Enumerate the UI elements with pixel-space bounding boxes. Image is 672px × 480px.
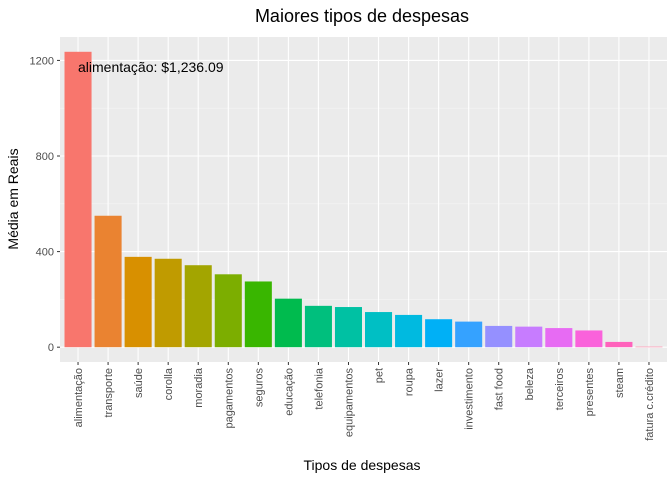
chart-title: Maiores tipos de despesas xyxy=(255,6,469,26)
bar-9 xyxy=(304,305,332,348)
x-tick-label: steam xyxy=(614,368,626,398)
bar-2 xyxy=(94,215,122,348)
bar-6 xyxy=(214,274,242,348)
bar-11 xyxy=(365,312,393,348)
bar-annotation: alimentação: $1,236.09 xyxy=(78,59,224,75)
y-tick-label: 1200 xyxy=(30,55,54,67)
bars-group xyxy=(64,51,663,348)
bar-5 xyxy=(184,265,212,348)
x-tick-label: telefonia xyxy=(313,367,325,409)
x-tick-label: fast food xyxy=(494,368,506,410)
bar-8 xyxy=(274,298,302,348)
x-tick-label: moradia xyxy=(193,367,205,408)
x-tick-label: educação xyxy=(283,368,295,416)
bar-16 xyxy=(515,326,543,348)
bar-13 xyxy=(425,319,453,348)
x-tick-label: lazer xyxy=(434,368,446,392)
bar-1 xyxy=(64,51,92,348)
x-tick-label: seguros xyxy=(253,368,265,408)
x-tick-label: beleza xyxy=(524,367,536,400)
x-tick-label: roupa xyxy=(404,367,416,396)
bar-17 xyxy=(545,328,573,348)
x-tick-label: alimentação xyxy=(73,368,85,427)
bar-4 xyxy=(154,258,182,348)
x-tick-label: equipamentos xyxy=(343,368,355,438)
x-tick-label: fatura c.crédito xyxy=(644,368,656,441)
y-tick-label: 800 xyxy=(36,151,54,163)
bar-15 xyxy=(485,325,513,348)
x-tick-label: pagamentos xyxy=(223,368,235,429)
y-tick-label: 0 xyxy=(48,342,54,354)
x-axis: alimentação transporte saúde corolla moradia… xyxy=(73,362,656,441)
bar-10 xyxy=(334,307,362,348)
bar-14 xyxy=(455,321,483,348)
bar-7 xyxy=(244,281,272,348)
x-tick-label: presentes xyxy=(584,368,596,417)
x-tick-label: investimento xyxy=(464,368,476,430)
bar-18 xyxy=(575,330,603,348)
x-axis-title: Tipos de despesas xyxy=(304,457,421,473)
x-tick-label: saúde xyxy=(133,368,145,398)
x-tick-label: terceiros xyxy=(554,368,566,411)
bar-3 xyxy=(124,256,152,348)
x-tick-label: corolla xyxy=(163,367,175,400)
bar-12 xyxy=(395,314,423,348)
x-tick-label: transporte xyxy=(103,368,115,418)
y-tick-label: 400 xyxy=(36,247,54,259)
x-tick-label: pet xyxy=(374,368,386,383)
bar-19 xyxy=(605,341,633,348)
bar-20 xyxy=(635,346,663,348)
y-axis-title: Média em Reais xyxy=(5,148,21,249)
y-axis: 0 400 800 1200 xyxy=(30,55,60,354)
